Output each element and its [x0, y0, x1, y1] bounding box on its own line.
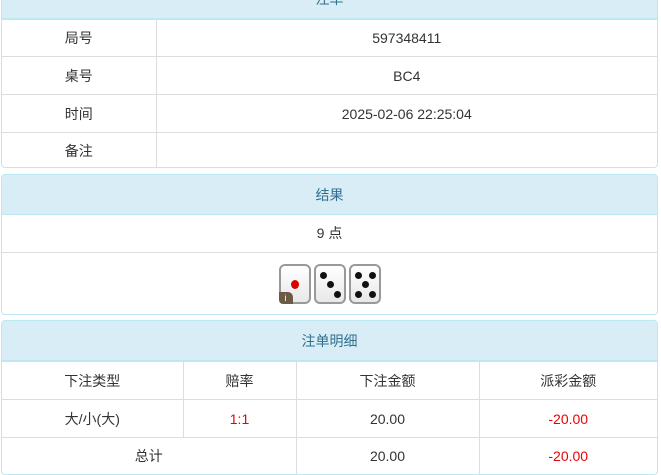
remark-label: 备注 [2, 132, 157, 167]
total-payout: -20.00 [478, 437, 657, 474]
result-panel: 结果 9 点 i [1, 174, 658, 315]
order-table: 局号 597348411 桌号 BC4 时间 2025-02-06 22:25:04 … [2, 19, 657, 167]
header-payout: 派彩金额 [478, 361, 657, 400]
table-row: 桌号 BC4 [2, 56, 657, 95]
time-label: 时间 [2, 94, 157, 133]
round-value: 597348411 [155, 19, 657, 57]
detail-panel-title: 注单明细 [2, 321, 657, 361]
table-label: 桌号 [2, 56, 157, 95]
header-bet-type: 下注类型 [2, 361, 184, 400]
dice-icon-1[interactable]: i [278, 264, 311, 304]
remark-value [155, 132, 657, 167]
table-value: BC4 [155, 56, 657, 95]
result-points: 9 点 [2, 215, 657, 253]
table-header-row: 下注类型 赔率 下注金额 派彩金额 [2, 361, 657, 400]
header-bet-amount: 下注金额 [295, 361, 480, 400]
table-row: 大/小(大) 1:1 20.00 -20.00 [2, 399, 657, 438]
total-row: 总计 20.00 -20.00 [2, 437, 657, 474]
dice-icon-3 [313, 264, 346, 304]
info-icon[interactable]: i [278, 292, 293, 304]
table-row: 备注 [2, 132, 657, 167]
odds: 1:1 [182, 399, 297, 438]
header-odds: 赔率 [182, 361, 297, 400]
detail-panel: 注单明细 下注类型 赔率 下注金额 派彩金额 大/小(大) 1:1 20.00 … [1, 320, 658, 475]
table-row: 时间 2025-02-06 22:25:04 [2, 94, 657, 133]
bet-type: 大/小(大) [2, 399, 184, 438]
dice-icon-5 [348, 264, 381, 304]
payout: -20.00 [478, 399, 657, 438]
detail-table: 下注类型 赔率 下注金额 派彩金额 大/小(大) 1:1 20.00 -20.0… [2, 361, 657, 474]
order-panel-title: 注单 [2, 0, 657, 19]
time-value: 2025-02-06 22:25:04 [155, 94, 657, 133]
round-label: 局号 [2, 19, 157, 57]
total-label: 总计 [2, 437, 297, 474]
dice-row: i [2, 253, 657, 314]
table-row: 局号 597348411 [2, 19, 657, 57]
result-panel-title: 结果 [2, 175, 657, 215]
bet-amount: 20.00 [295, 399, 480, 438]
total-bet: 20.00 [295, 437, 480, 474]
